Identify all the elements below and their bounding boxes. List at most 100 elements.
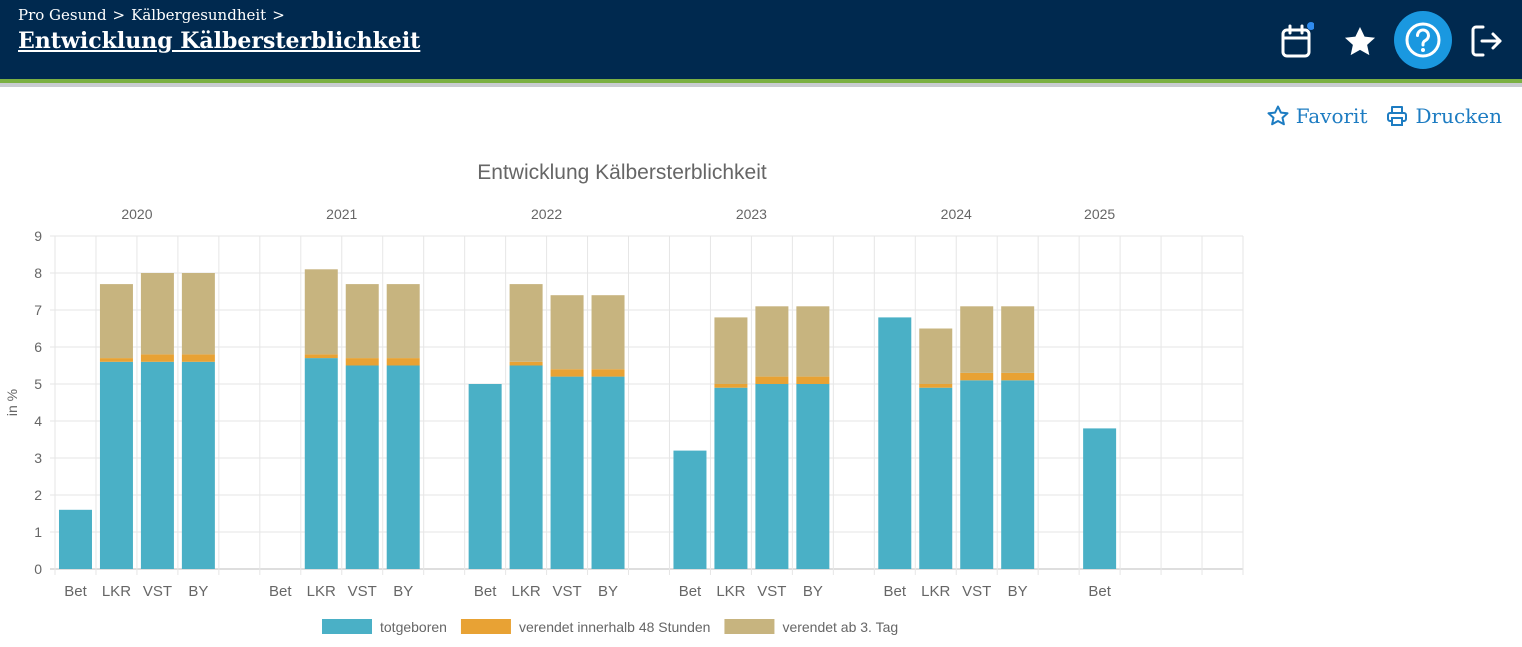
legend-swatch <box>460 619 511 634</box>
help-button[interactable] <box>1394 11 1452 69</box>
help-icon <box>1405 22 1441 58</box>
notification-dot <box>1307 22 1314 30</box>
y-tick-label: 9 <box>34 228 42 244</box>
bar-segment <box>509 361 543 366</box>
printer-icon <box>1387 106 1408 126</box>
bar-segment <box>755 384 789 569</box>
bar-segment <box>181 354 215 362</box>
bar-segment <box>99 358 133 362</box>
bar-segment <box>1001 372 1035 381</box>
star-outline-icon <box>1267 105 1289 126</box>
x-tick-label: LKR <box>921 583 950 600</box>
bar-segment <box>714 317 748 384</box>
chart-title: Entwicklung Kälbersterblichkeit <box>477 161 767 184</box>
bar-segment <box>960 372 994 381</box>
logout-icon <box>1471 25 1502 57</box>
bar-segment <box>796 376 830 384</box>
bar-segment <box>1083 428 1117 569</box>
bar-segment <box>509 284 543 362</box>
breadcrumb-item-kaelbergesundheit[interactable]: Kälbergesundheit <box>131 6 267 24</box>
y-tick-label: 3 <box>34 450 42 466</box>
bar-segment <box>58 509 92 569</box>
x-tick-label: VST <box>757 583 786 600</box>
page-title: Entwicklung Kälbersterblichkeit <box>18 28 421 54</box>
bar-segment <box>755 376 789 384</box>
bar-segment <box>755 306 789 377</box>
bar-segment <box>345 365 379 569</box>
y-tick-label: 1 <box>34 524 42 540</box>
logout-button[interactable] <box>1466 20 1508 62</box>
bar-segment <box>919 328 953 384</box>
y-tick-label: 8 <box>34 265 42 281</box>
breadcrumb-separator: > <box>112 6 126 24</box>
x-tick-label: Bet <box>269 583 292 600</box>
legend-swatch <box>724 619 775 634</box>
x-tick-label: BY <box>188 583 208 600</box>
bar-segment <box>140 273 174 355</box>
calendar-icon <box>1281 22 1314 58</box>
bar-segment <box>386 365 420 569</box>
group-label: 2024 <box>941 206 972 222</box>
breadcrumb-item-pro-gesund[interactable]: Pro Gesund <box>18 6 107 24</box>
print-label: Drucken <box>1415 104 1502 128</box>
group-label: 2022 <box>531 206 562 222</box>
x-tick-label: LKR <box>512 583 541 600</box>
bar-segment <box>386 358 420 366</box>
group-label: 2020 <box>121 206 152 222</box>
group-label: 2025 <box>1084 206 1115 222</box>
bar-segment <box>468 384 502 569</box>
x-tick-label: BY <box>598 583 618 600</box>
bar-segment <box>140 361 174 569</box>
calendar-button[interactable] <box>1276 20 1316 62</box>
favorite-button[interactable]: Favorit <box>1266 104 1367 128</box>
bar-segment <box>181 273 215 355</box>
legend-label: verendet ab 3. Tag <box>782 619 898 635</box>
bar-segment <box>919 387 953 569</box>
x-tick-label: Bet <box>1088 583 1111 600</box>
x-tick-label: VST <box>348 583 377 600</box>
print-button[interactable]: Drucken <box>1385 104 1502 128</box>
x-tick-label: BY <box>1008 583 1028 600</box>
x-tick-label: Bet <box>679 583 702 600</box>
star-icon <box>1344 26 1376 56</box>
bar-segment <box>919 384 953 388</box>
y-tick-label: 7 <box>34 302 42 318</box>
group-label: 2023 <box>736 206 767 222</box>
y-tick-label: 6 <box>34 339 42 355</box>
bar-segment <box>591 369 625 377</box>
x-tick-label: LKR <box>102 583 131 600</box>
x-tick-label: LKR <box>307 583 336 600</box>
x-tick-label: VST <box>962 583 991 600</box>
bar-segment <box>99 284 133 359</box>
y-tick-label: 5 <box>34 376 42 392</box>
bar-segment <box>1001 306 1035 373</box>
x-tick-label: VST <box>143 583 172 600</box>
x-tick-label: Bet <box>64 583 87 600</box>
bar-segment <box>591 295 625 370</box>
bar-segment <box>960 306 994 373</box>
x-tick-label: Bet <box>474 583 497 600</box>
bar-segment <box>140 354 174 362</box>
x-tick-label: LKR <box>716 583 745 600</box>
legend-swatch <box>322 619 372 634</box>
bar-segment <box>304 354 338 359</box>
bar-segment <box>960 380 994 569</box>
bar-segment <box>878 317 912 569</box>
bar-segment <box>673 450 707 569</box>
bar-segment <box>591 376 625 569</box>
y-axis-label: in % <box>4 389 20 416</box>
bar-segment <box>550 295 584 370</box>
x-tick-label: BY <box>803 583 823 600</box>
bar-segment <box>99 361 133 569</box>
bar-segment <box>1001 380 1035 569</box>
header-shadow-stripe <box>0 83 1522 87</box>
y-tick-label: 0 <box>34 561 42 577</box>
bar-segment <box>304 358 338 569</box>
bar-segment <box>304 269 338 355</box>
favorites-button[interactable] <box>1338 20 1382 64</box>
header-accent-stripe <box>0 79 1522 83</box>
y-tick-label: 4 <box>34 413 42 429</box>
group-label: 2021 <box>326 206 357 222</box>
x-tick-label: Bet <box>884 583 907 600</box>
x-tick-label: BY <box>393 583 413 600</box>
